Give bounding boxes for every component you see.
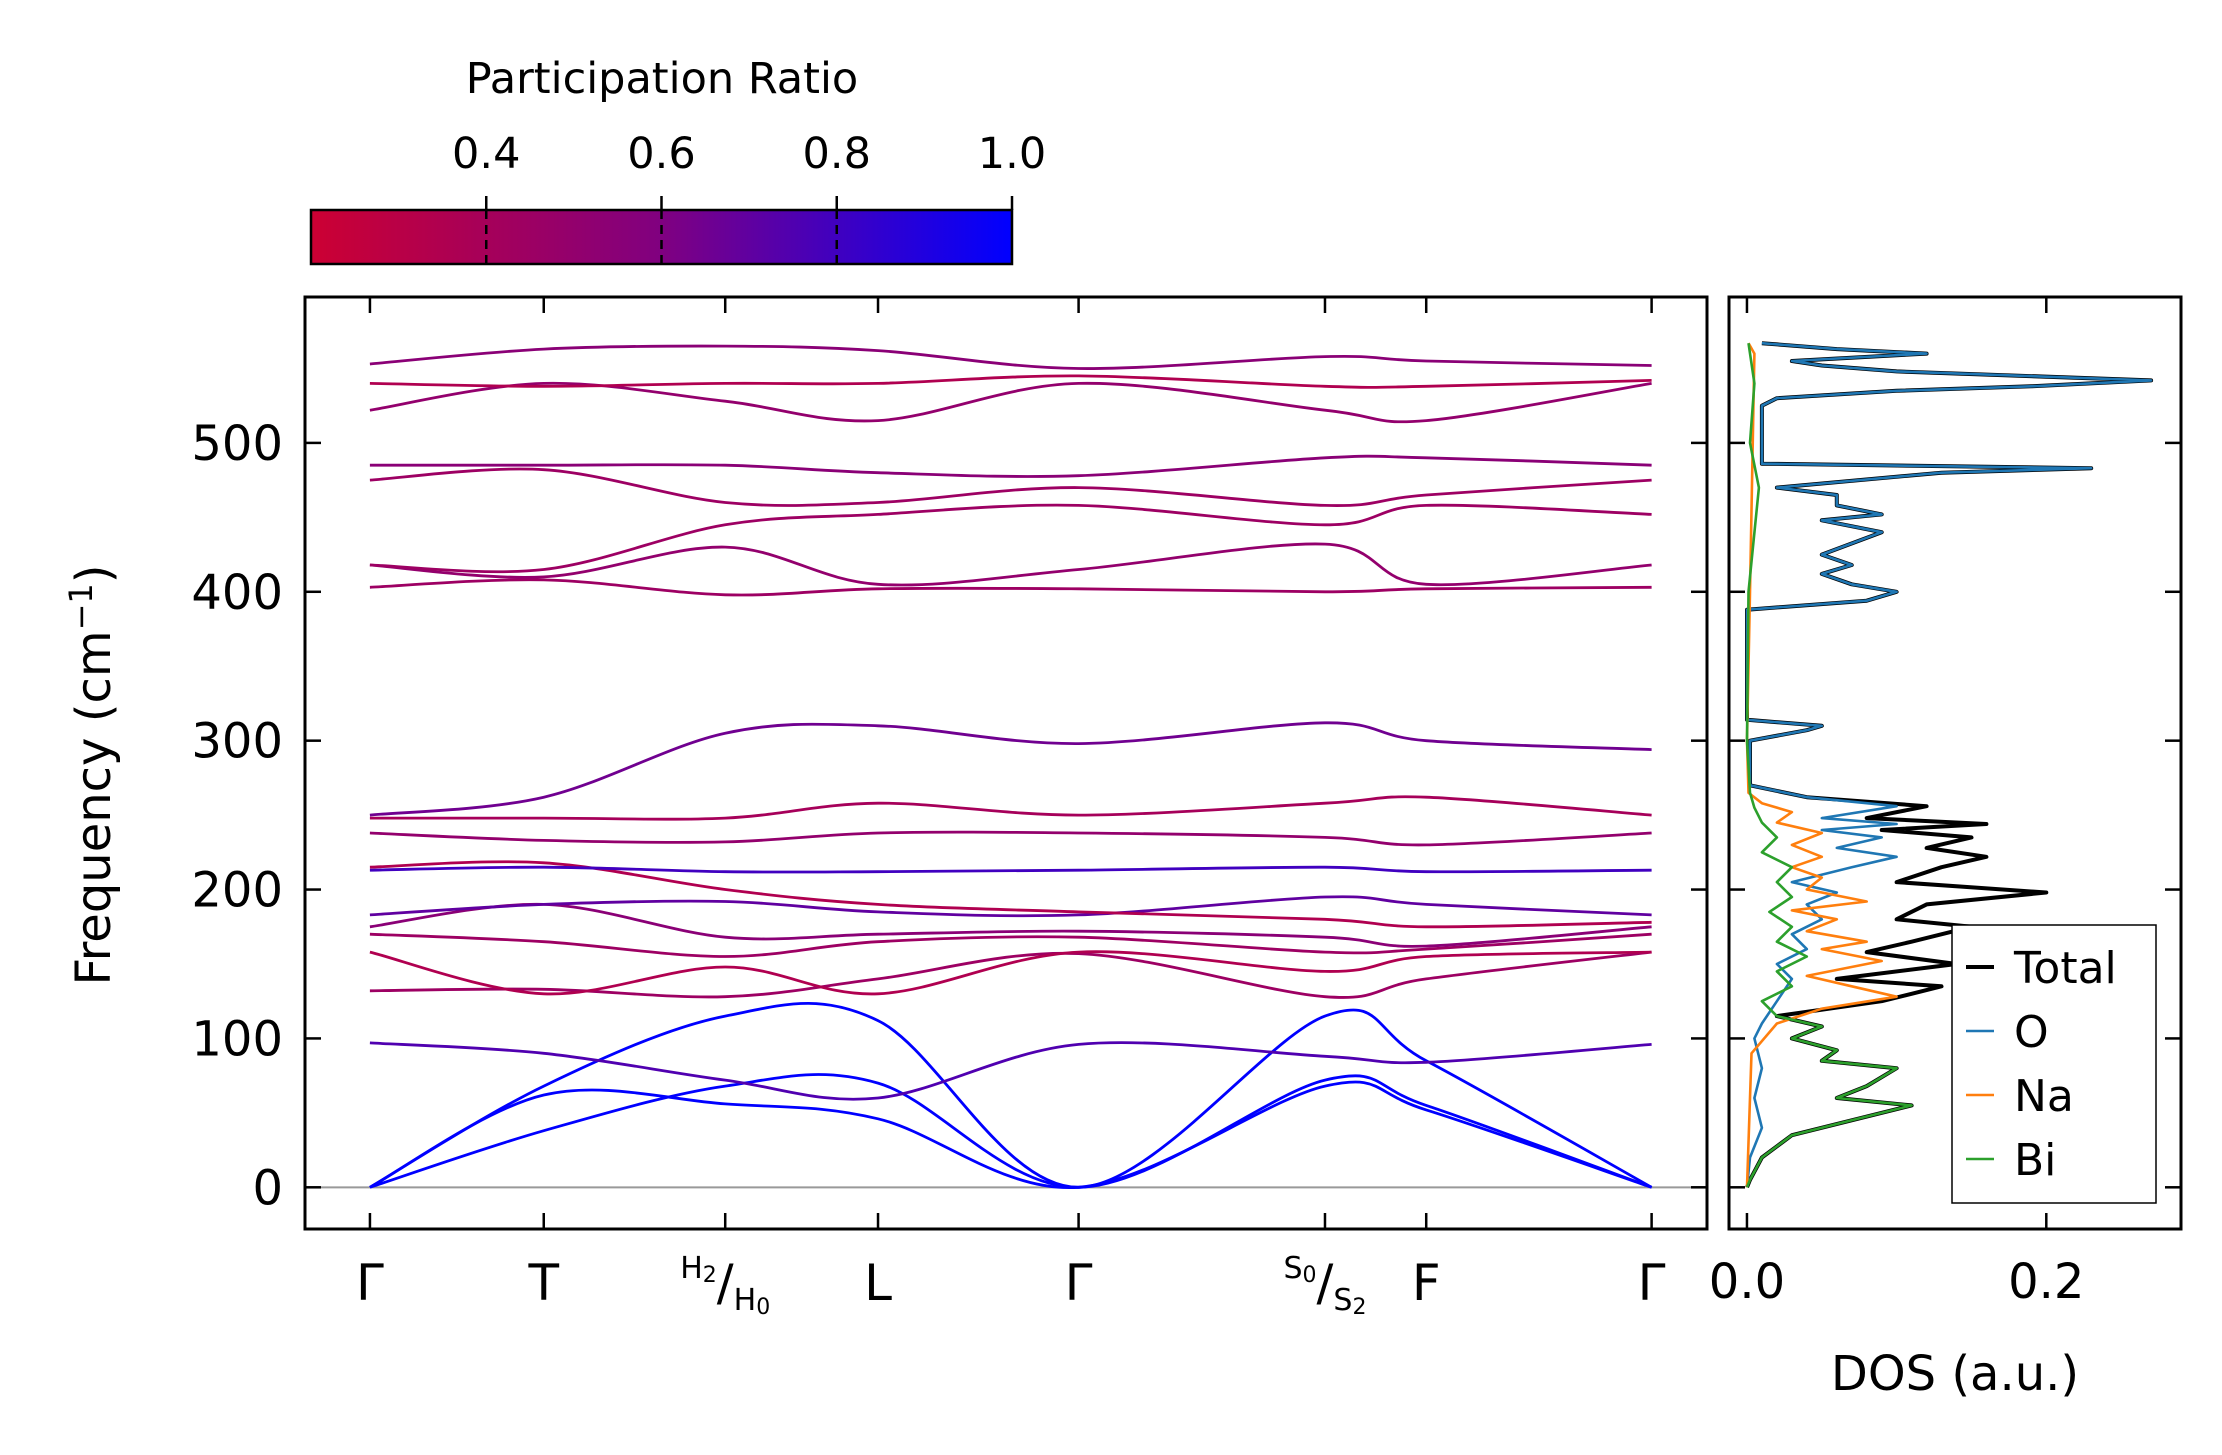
phonon-branch (369, 1041, 1652, 1101)
phonon-branch (369, 503, 1652, 574)
phonon-branch (369, 932, 1652, 958)
band-lines (305, 344, 1707, 1189)
colorbar-tick-label: 1.0 (978, 129, 1046, 179)
phonon-branch (369, 454, 1652, 478)
y-tick-label: 200 (191, 863, 283, 919)
colorbar-tick-label: 0.8 (803, 129, 871, 179)
legend-box (1951, 924, 2157, 1204)
dos-x-ticks: 0.0 0.2 (1709, 297, 2084, 1310)
band-x-ticks: Γ T H2/H0 L Γ S0/S2 F Γ (356, 297, 1666, 1320)
colorbar-tick-label: 0.4 (452, 129, 520, 179)
legend-label: Total (2013, 943, 2117, 994)
phonon-branch (369, 795, 1652, 821)
y-tick-label: 500 (191, 416, 283, 472)
y-tick-label: 300 (191, 714, 283, 770)
phonon-branch (369, 1080, 1653, 1189)
phonon-branch (369, 381, 1652, 424)
dos-x-tick-label: 0.2 (2008, 1254, 2084, 1310)
k-point-label: Γ (356, 1254, 384, 1312)
k-point-label: L (864, 1254, 892, 1312)
k-point-label-pair: S0/S2 (1284, 1251, 1367, 1320)
colorbar-tick-label: 0.6 (627, 129, 695, 179)
dos-x-tick-label: 0.0 (1709, 1254, 1785, 1310)
y-tick-label: 400 (191, 565, 283, 621)
dos-y-ticks (1729, 441, 2181, 1189)
dos-lines (1745, 341, 2154, 1189)
y-tick-label: 0 (252, 1160, 283, 1216)
phonon-branch (369, 1073, 1653, 1189)
legend-label: Na (2014, 1071, 2074, 1122)
k-point-label: T (527, 1254, 559, 1312)
colorbar-title: Participation Ratio (466, 54, 859, 104)
band-plot-frame (303, 295, 1709, 1231)
phonon-branch (369, 860, 1652, 929)
dos-curve-o (1745, 341, 2153, 1188)
phonon-branch (369, 467, 1652, 507)
dos-plot-frame (1727, 295, 2183, 1231)
y-label-superscript: −1 (62, 583, 100, 630)
phonon-branch (369, 950, 1652, 999)
k-point-label: Γ (1065, 1254, 1093, 1312)
dos-panel: 0.0 0.2 DOS (a.u.) Total O Na Bi (1709, 295, 2183, 1402)
phonon-branch (369, 895, 1652, 918)
phonon-branch (369, 721, 1652, 817)
band-y-axis-label: Frequency (cm−1) (62, 564, 122, 985)
colorbar: Participation Ratio 0.4 0.6 0.8 1.0 (309, 54, 1046, 266)
phonon-branch (369, 1001, 1653, 1189)
phonon-branch (369, 374, 1652, 389)
colorbar-ticks: 0.4 0.6 0.8 1.0 (452, 129, 1046, 264)
y-tick-label: 100 (191, 1011, 283, 1067)
phonon-branch (369, 865, 1652, 874)
k-point-label: Γ (1638, 1254, 1666, 1312)
phonon-branch (369, 830, 1652, 847)
legend-label: Bi (2014, 1135, 2056, 1186)
k-point-label-pair: H2/H0 (680, 1251, 770, 1320)
phonon-branch (369, 950, 1652, 996)
phonon-branch (369, 542, 1652, 587)
phonon-branch (369, 578, 1652, 597)
dos-curve-bi (1745, 343, 1913, 1188)
k-point-label: F (1412, 1254, 1441, 1312)
phonon-branch (369, 902, 1652, 948)
dos-curve-na (1745, 342, 1898, 1188)
band-structure-panel: 0 100 200 300 400 500 Γ T H2/H0 L Γ S0/S2 F Γ Freque… (62, 295, 1709, 1320)
dos-legend: Total O Na Bi (1951, 924, 2157, 1204)
dos-x-axis-label: DOS (a.u.) (1831, 1346, 2079, 1402)
band-y-ticks: 0 100 200 300 400 500 (191, 416, 1707, 1216)
phonon-branch (369, 344, 1652, 370)
legend-label: O (2014, 1007, 2049, 1058)
